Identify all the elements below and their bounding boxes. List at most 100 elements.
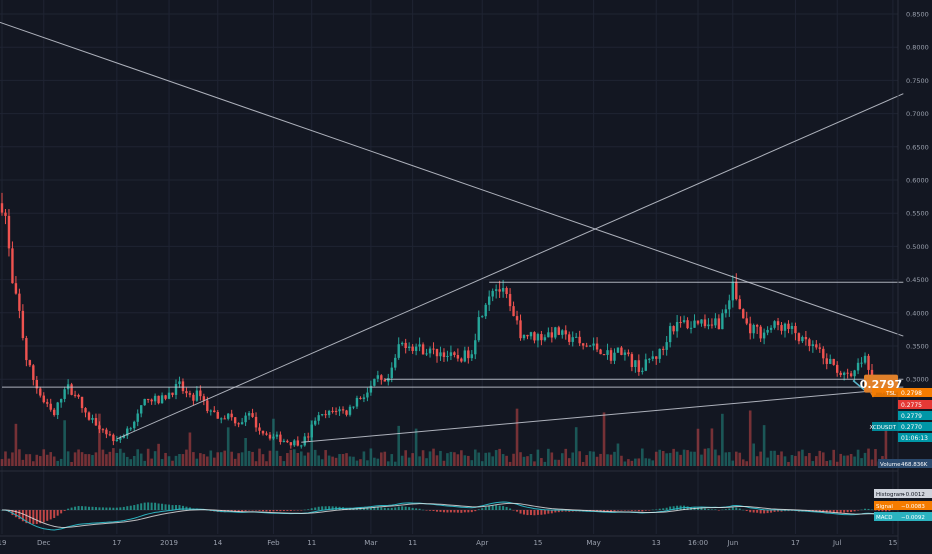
- candle-body[interactable]: [53, 409, 56, 416]
- candle-body[interactable]: [522, 334, 526, 339]
- candle-body[interactable]: [637, 360, 641, 372]
- rising-line-line[interactable]: [116, 93, 904, 440]
- candle-body[interactable]: [160, 395, 164, 404]
- candle-body[interactable]: [14, 283, 18, 294]
- candle-body[interactable]: [668, 326, 672, 343]
- candle-body[interactable]: [867, 355, 870, 370]
- candle-body[interactable]: [174, 384, 178, 395]
- candle-body[interactable]: [387, 378, 390, 382]
- candle-body[interactable]: [195, 390, 199, 401]
- candle-body[interactable]: [324, 414, 327, 416]
- candle-body[interactable]: [143, 398, 146, 406]
- candle-body[interactable]: [634, 360, 637, 368]
- candle-body[interactable]: [860, 362, 863, 364]
- candle-body[interactable]: [808, 339, 811, 347]
- candle-body[interactable]: [94, 418, 98, 426]
- candle-body[interactable]: [199, 390, 202, 397]
- candle-body[interactable]: [588, 345, 592, 347]
- candle-body[interactable]: [320, 414, 324, 416]
- candle-body[interactable]: [571, 337, 574, 342]
- candle-body[interactable]: [300, 445, 303, 447]
- candle-body[interactable]: [710, 324, 714, 326]
- candle-body[interactable]: [724, 309, 728, 314]
- candle-body[interactable]: [334, 410, 338, 412]
- candle-body[interactable]: [133, 421, 136, 429]
- candle-body[interactable]: [481, 316, 484, 318]
- candle-body[interactable]: [39, 388, 42, 396]
- candle-body[interactable]: [32, 365, 35, 380]
- candle-body[interactable]: [547, 332, 550, 338]
- candle-body[interactable]: [310, 424, 313, 438]
- candle-body[interactable]: [341, 409, 345, 411]
- candle-body[interactable]: [731, 281, 734, 301]
- candle-body[interactable]: [404, 342, 407, 349]
- candle-body[interactable]: [122, 435, 125, 438]
- candle-body[interactable]: [616, 347, 620, 353]
- candle-body[interactable]: [42, 395, 45, 403]
- candle-body[interactable]: [488, 296, 491, 305]
- candle-body[interactable]: [581, 343, 585, 346]
- candle-body[interactable]: [533, 332, 536, 341]
- candle-body[interactable]: [435, 348, 439, 357]
- candle-body[interactable]: [275, 434, 279, 437]
- trend-lines[interactable]: [0, 21, 904, 443]
- candle-body[interactable]: [258, 427, 261, 431]
- candle-body[interactable]: [202, 396, 206, 401]
- candle-body[interactable]: [261, 430, 265, 434]
- candle-body[interactable]: [815, 344, 818, 348]
- candle-body[interactable]: [77, 394, 80, 397]
- candle-body[interactable]: [832, 358, 835, 365]
- candle-body[interactable]: [707, 324, 710, 327]
- candle-body[interactable]: [467, 350, 470, 359]
- candle-body[interactable]: [394, 357, 397, 368]
- candle-body[interactable]: [21, 310, 25, 339]
- candle-body[interactable]: [70, 384, 73, 395]
- candle-body[interactable]: [484, 304, 487, 317]
- candle-body[interactable]: [442, 352, 446, 357]
- candle-body[interactable]: [181, 381, 185, 392]
- candle-body[interactable]: [307, 436, 310, 438]
- candle-body[interactable]: [554, 327, 557, 338]
- candle-body[interactable]: [18, 293, 21, 311]
- candle-body[interactable]: [73, 394, 77, 396]
- candle-body[interactable]: [317, 415, 320, 421]
- candle-body[interactable]: [609, 350, 613, 361]
- candle-body[interactable]: [327, 410, 331, 416]
- candle-body[interactable]: [25, 338, 28, 361]
- candle-body[interactable]: [49, 403, 52, 410]
- candle-body[interactable]: [247, 413, 251, 416]
- candle-body[interactable]: [146, 398, 150, 400]
- candle-body[interactable]: [679, 322, 682, 324]
- candle-body[interactable]: [783, 323, 787, 331]
- candle-body[interactable]: [84, 408, 87, 413]
- candle-body[interactable]: [432, 348, 435, 350]
- candle-body[interactable]: [787, 323, 790, 329]
- candle-body[interactable]: [223, 418, 226, 420]
- candle-body[interactable]: [829, 358, 832, 364]
- candle-body[interactable]: [818, 347, 821, 349]
- candle-body[interactable]: [735, 281, 738, 300]
- candle-body[interactable]: [811, 344, 815, 347]
- candle-body[interactable]: [115, 439, 119, 442]
- candle-body[interactable]: [314, 420, 317, 425]
- candle-body[interactable]: [717, 318, 721, 330]
- candle-body[interactable]: [742, 309, 745, 319]
- candle-body[interactable]: [265, 433, 268, 435]
- candle-body[interactable]: [682, 320, 686, 323]
- candle-body[interactable]: [105, 429, 108, 435]
- candle-body[interactable]: [630, 354, 634, 368]
- candle-body[interactable]: [846, 372, 849, 374]
- candle-body[interactable]: [689, 327, 693, 329]
- candle-body[interactable]: [126, 428, 129, 436]
- candle-body[interactable]: [119, 437, 122, 440]
- candle-body[interactable]: [477, 317, 480, 341]
- candle-body[interactable]: [508, 294, 512, 307]
- candle-body[interactable]: [164, 395, 167, 399]
- candle-body[interactable]: [362, 397, 366, 399]
- descending-resistance-line[interactable]: [0, 21, 904, 337]
- candle-body[interactable]: [836, 364, 839, 373]
- candle-body[interactable]: [251, 413, 254, 417]
- candle-body[interactable]: [359, 397, 362, 399]
- candle-body[interactable]: [515, 316, 519, 321]
- candle-body[interactable]: [825, 358, 828, 364]
